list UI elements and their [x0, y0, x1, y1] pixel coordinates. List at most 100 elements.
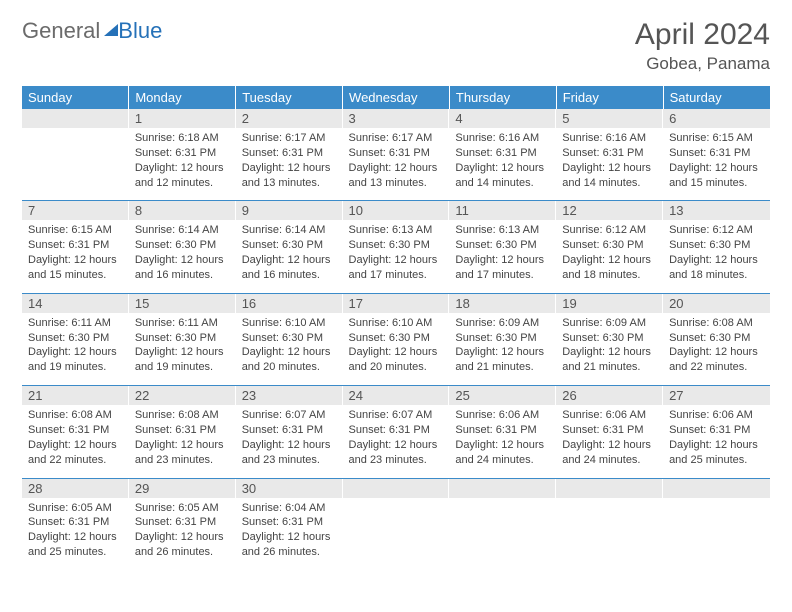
- day-line: Sunset: 6:31 PM: [28, 423, 123, 438]
- day-line: Sunrise: 6:09 AM: [455, 316, 550, 331]
- calendar-cell: 12Sunrise: 6:12 AMSunset: 6:30 PMDayligh…: [556, 201, 663, 293]
- day-line: Sunrise: 6:10 AM: [349, 316, 444, 331]
- calendar-cell: 18 Sunrise: 6:09 AMSunset: 6:30 PMDayligh…: [449, 293, 556, 385]
- calendar-cell: [556, 478, 663, 570]
- calendar-cell: 8Sunrise: 6:14 AMSunset: 6:30 PMDaylight…: [129, 201, 236, 293]
- day-number: 4: [449, 109, 556, 128]
- day-content: Sunrise: 6:05 AMSunset: 6:31 PMDaylight:…: [22, 498, 129, 570]
- day-line: Sunrise: 6:17 AM: [242, 131, 337, 146]
- calendar-cell: [449, 478, 556, 570]
- dow-monday: Monday: [129, 86, 236, 109]
- day-line: Daylight: 12 hours and 24 minutes.: [562, 438, 657, 468]
- calendar-cell: 14Sunrise: 6:11 AMSunset: 6:30 PMDayligh…: [22, 293, 129, 385]
- day-line: Sunrise: 6:11 AM: [135, 316, 230, 331]
- day-line: Daylight: 12 hours and 26 minutes.: [135, 530, 230, 560]
- calendar-cell: 16Sunrise: 6:10 AMSunset: 6:30 PMDayligh…: [236, 293, 343, 385]
- day-line: Sunset: 6:30 PM: [135, 238, 230, 253]
- calendar-cell: 6 Sunrise: 6:15 AMSunset: 6:31 PMDaylight…: [663, 109, 770, 201]
- calendar-cell: 5Sunrise: 6:16 AMSunset: 6:31 PMDaylight…: [556, 109, 663, 201]
- day-line: Daylight: 12 hours and 16 minutes.: [242, 253, 337, 283]
- day-line: Sunrise: 6:18 AM: [135, 131, 230, 146]
- day-line: Daylight: 12 hours and 25 minutes.: [28, 530, 123, 560]
- day-line: Daylight: 12 hours and 23 minutes.: [242, 438, 337, 468]
- calendar-body: 1Sunrise: 6:18 AMSunset: 6:31 PMDaylight…: [22, 109, 770, 570]
- day-content: Sunrise: 6:13 AMSunset: 6:30 PMDaylight:…: [343, 220, 450, 292]
- day-line: Sunrise: 6:16 AM: [562, 131, 657, 146]
- day-line: Sunrise: 6:04 AM: [242, 501, 337, 516]
- day-line: Sunrise: 6:08 AM: [135, 408, 230, 423]
- day-line: Daylight: 12 hours and 20 minutes.: [242, 345, 337, 375]
- day-line: Sunrise: 6:05 AM: [28, 501, 123, 516]
- day-number: 26: [556, 386, 663, 405]
- day-number: [663, 479, 770, 498]
- calendar-week: 28Sunrise: 6:05 AMSunset: 6:31 PMDayligh…: [22, 478, 770, 570]
- day-content: Sunrise: 6:08 AMSunset: 6:31 PMDaylight:…: [129, 405, 236, 477]
- calendar-cell: 25Sunrise: 6:06 AMSunset: 6:31 PMDayligh…: [449, 386, 556, 478]
- day-line: Sunrise: 6:17 AM: [349, 131, 444, 146]
- day-number: [22, 109, 129, 128]
- day-line: Sunset: 6:30 PM: [562, 331, 657, 346]
- day-content: Sunrise: 6:11 AMSunset: 6:30 PMDaylight:…: [22, 313, 129, 385]
- day-number: 7: [22, 201, 129, 220]
- day-line: Sunset: 6:31 PM: [455, 423, 550, 438]
- day-number: 27: [663, 386, 770, 405]
- calendar-week: 21Sunrise: 6:08 AMSunset: 6:31 PMDayligh…: [22, 386, 770, 478]
- day-line: Daylight: 12 hours and 13 minutes.: [242, 161, 337, 191]
- day-number: 19: [556, 294, 663, 313]
- calendar-cell: 21Sunrise: 6:08 AMSunset: 6:31 PMDayligh…: [22, 386, 129, 478]
- day-content: Sunrise: 6:16 AMSunset: 6:31 PMDaylight:…: [556, 128, 663, 200]
- day-line: Daylight: 12 hours and 15 minutes.: [28, 253, 123, 283]
- day-line: Sunrise: 6:10 AM: [242, 316, 337, 331]
- day-line: Sunset: 6:31 PM: [669, 146, 764, 161]
- day-line: Sunset: 6:30 PM: [455, 238, 550, 253]
- day-number: 21: [22, 386, 129, 405]
- day-line: Sunset: 6:30 PM: [349, 238, 444, 253]
- day-line: Sunset: 6:31 PM: [562, 146, 657, 161]
- day-number: 6: [663, 109, 770, 128]
- day-line: Sunset: 6:31 PM: [349, 146, 444, 161]
- calendar-week: 7Sunrise: 6:15 AMSunset: 6:31 PMDaylight…: [22, 201, 770, 293]
- day-line: Sunrise: 6:12 AM: [562, 223, 657, 238]
- day-number: 18: [449, 294, 556, 313]
- day-line: Sunrise: 6:06 AM: [562, 408, 657, 423]
- day-line: Sunrise: 6:14 AM: [135, 223, 230, 238]
- header: General Blue April 2024 Gobea, Panama: [22, 18, 770, 74]
- day-line: Sunset: 6:31 PM: [455, 146, 550, 161]
- day-line: Daylight: 12 hours and 26 minutes.: [242, 530, 337, 560]
- day-line: Daylight: 12 hours and 22 minutes.: [28, 438, 123, 468]
- day-line: Daylight: 12 hours and 17 minutes.: [349, 253, 444, 283]
- day-number: 9: [236, 201, 343, 220]
- day-content: Sunrise: 6:08 AMSunset: 6:31 PMDaylight:…: [22, 405, 129, 477]
- day-content: Sunrise: 6:11 AMSunset: 6:30 PMDaylight:…: [129, 313, 236, 385]
- calendar-cell: 13Sunrise: 6:12 AMSunset: 6:30 PMDayligh…: [663, 201, 770, 293]
- day-line: Sunset: 6:31 PM: [135, 515, 230, 530]
- day-line: Sunrise: 6:13 AM: [455, 223, 550, 238]
- calendar-cell: 19Sunrise: 6:09 AMSunset: 6:30 PMDayligh…: [556, 293, 663, 385]
- days-of-week-row: Sunday Monday Tuesday Wednesday Thursday…: [22, 86, 770, 109]
- day-line: Daylight: 12 hours and 21 minutes.: [455, 345, 550, 375]
- day-line: Sunrise: 6:06 AM: [669, 408, 764, 423]
- calendar-cell: 24Sunrise: 6:07 AMSunset: 6:31 PMDayligh…: [343, 386, 450, 478]
- day-number: 28: [22, 479, 129, 498]
- day-line: Sunrise: 6:13 AM: [349, 223, 444, 238]
- day-number: 30: [236, 479, 343, 498]
- day-line: Sunrise: 6:15 AM: [669, 131, 764, 146]
- day-number: 24: [343, 386, 450, 405]
- day-line: Sunset: 6:30 PM: [455, 331, 550, 346]
- day-line: Sunrise: 6:07 AM: [242, 408, 337, 423]
- day-content: Sunrise: 6:12 AMSunset: 6:30 PMDaylight:…: [556, 220, 663, 292]
- day-line: Sunrise: 6:12 AM: [669, 223, 764, 238]
- day-number: 15: [129, 294, 236, 313]
- day-number: 16: [236, 294, 343, 313]
- day-content: Sunrise: 6:06 AMSunset: 6:31 PMDaylight:…: [449, 405, 556, 477]
- day-content: Sunrise: 6:14 AMSunset: 6:30 PMDaylight:…: [236, 220, 343, 292]
- calendar-cell: 4Sunrise: 6:16 AMSunset: 6:31 PMDaylight…: [449, 109, 556, 201]
- calendar-week: 14Sunrise: 6:11 AMSunset: 6:30 PMDayligh…: [22, 293, 770, 385]
- dow-tuesday: Tuesday: [236, 86, 343, 109]
- calendar-cell: 27Sunrise: 6:06 AMSunset: 6:31 PMDayligh…: [663, 386, 770, 478]
- day-line: Daylight: 12 hours and 15 minutes.: [669, 161, 764, 191]
- dow-sunday: Sunday: [22, 86, 129, 109]
- day-number: 17: [343, 294, 450, 313]
- day-content: Sunrise: 6:10 AMSunset: 6:30 PMDaylight:…: [343, 313, 450, 385]
- day-line: Daylight: 12 hours and 18 minutes.: [669, 253, 764, 283]
